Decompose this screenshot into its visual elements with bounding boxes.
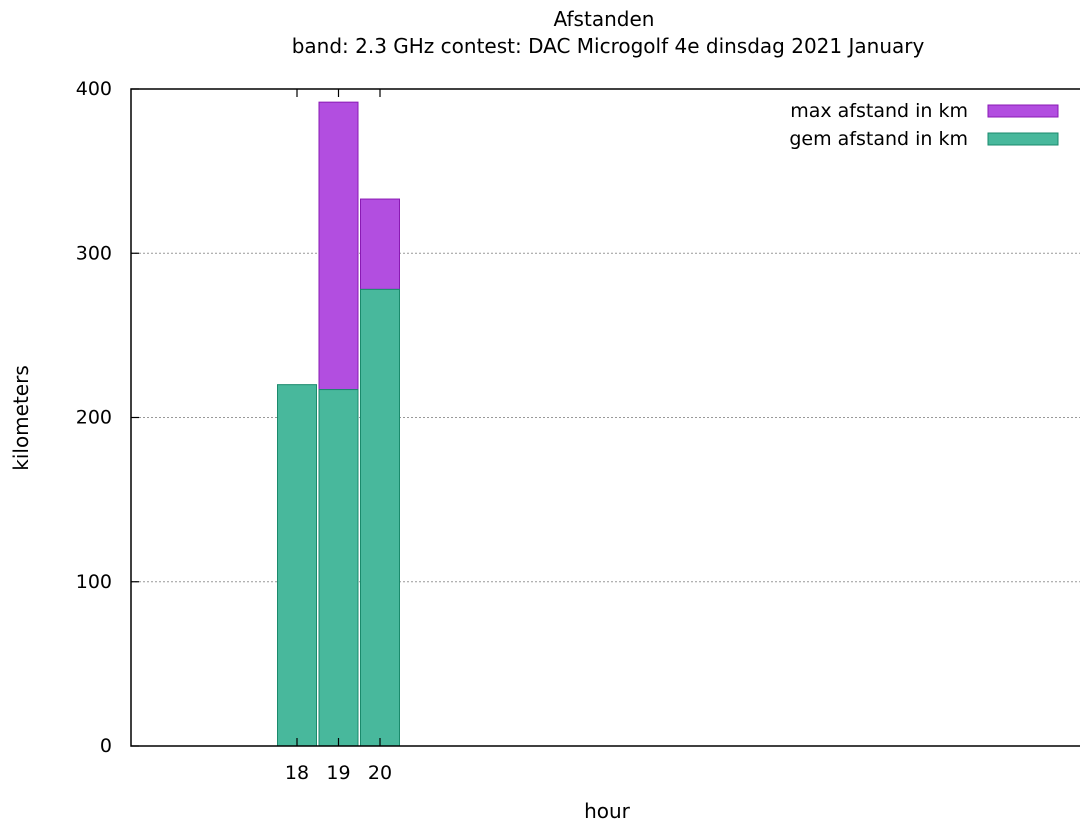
y-axis-ticks: 0 100 200 300 400 [76,78,139,757]
x-tick-label: 19 [326,762,350,784]
chart-title: Afstanden [554,7,655,31]
y-tick-label: 0 [100,735,112,757]
x-axis-label: hour [584,799,631,823]
x-tick-label: 18 [285,762,309,784]
x-tick-label: 20 [368,762,392,784]
legend: max afstand in km gem afstand in km [789,100,1059,150]
bar-gem-afstand [360,288,400,747]
bar-max-afstand [318,101,359,391]
legend-label: gem afstand in km [789,128,968,150]
legend-swatch [987,104,1059,118]
plot-border [130,88,1080,747]
bar-gem-afstand [318,389,359,747]
y-tick-label: 400 [76,78,112,100]
x-axis-ticks: 18 19 20 [285,89,392,784]
y-axis-label: kilometers [9,365,33,471]
chart-subtitle: band: 2.3 GHz contest: DAC Microgolf 4e … [292,34,925,58]
bars [277,101,400,747]
legend-label: max afstand in km [790,100,968,122]
gridlines [131,252,1080,583]
legend-swatch [987,132,1059,146]
bar-max-afstand [360,198,400,290]
y-tick-label: 100 [76,571,112,593]
y-tick-label: 200 [76,407,112,429]
y-tick-label: 300 [76,242,112,264]
bar-gem-afstand [277,384,317,747]
